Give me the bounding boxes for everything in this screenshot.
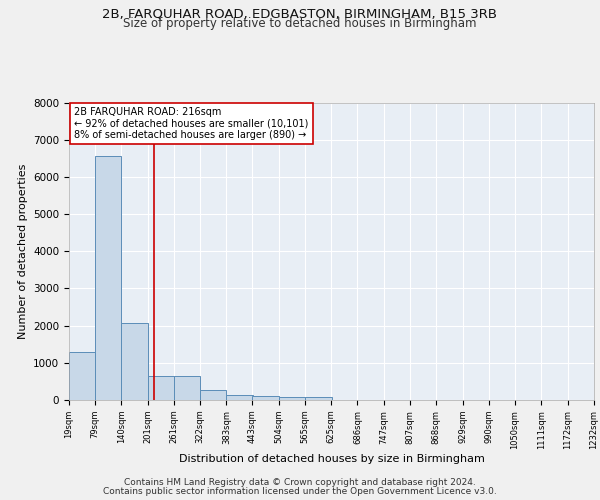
Bar: [121, 322, 148, 400]
Text: Contains HM Land Registry data © Crown copyright and database right 2024.: Contains HM Land Registry data © Crown c…: [124, 478, 476, 487]
Bar: [148, 376, 174, 400]
Text: Size of property relative to detached houses in Birmingham: Size of property relative to detached ho…: [123, 18, 477, 30]
Text: Contains public sector information licensed under the Open Government Licence v3: Contains public sector information licen…: [103, 487, 497, 496]
Bar: [279, 397, 305, 400]
Bar: [173, 376, 200, 400]
Bar: [69, 352, 95, 400]
Text: 2B FARQUHAR ROAD: 216sqm
← 92% of detached houses are smaller (10,101)
8% of sem: 2B FARQUHAR ROAD: 216sqm ← 92% of detach…: [74, 107, 308, 140]
Y-axis label: Number of detached properties: Number of detached properties: [17, 164, 28, 339]
X-axis label: Distribution of detached houses by size in Birmingham: Distribution of detached houses by size …: [179, 454, 484, 464]
Bar: [305, 397, 331, 400]
Bar: [200, 390, 226, 400]
Bar: [253, 396, 279, 400]
Bar: [95, 156, 121, 400]
Text: 2B, FARQUHAR ROAD, EDGBASTON, BIRMINGHAM, B15 3RB: 2B, FARQUHAR ROAD, EDGBASTON, BIRMINGHAM…: [103, 8, 497, 20]
Bar: [226, 394, 253, 400]
